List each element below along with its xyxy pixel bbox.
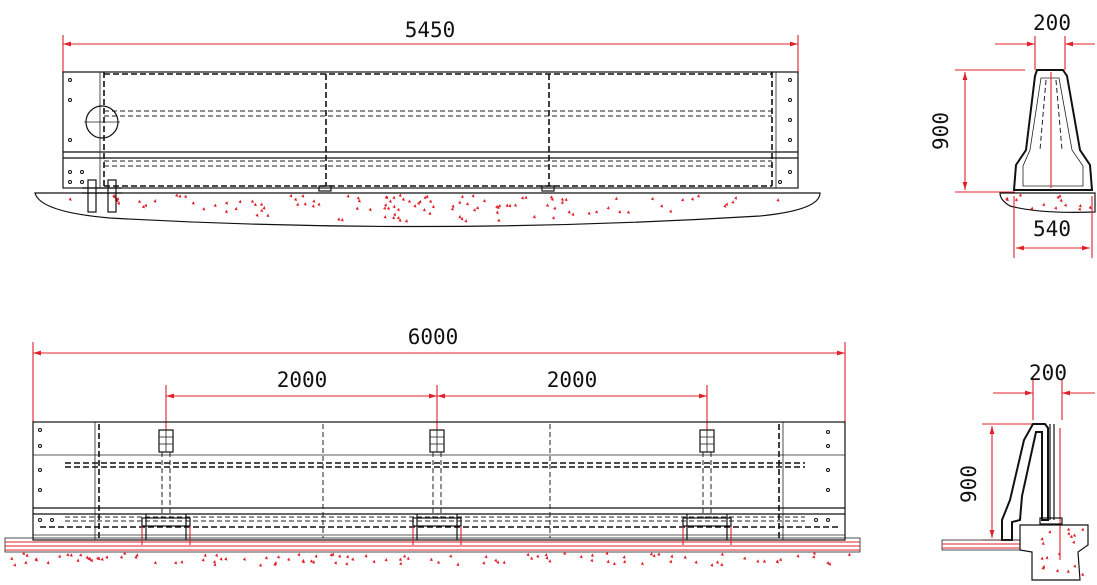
bottom-elevation-view: 6000 2000 2000: [4, 325, 861, 567]
top-section-base-dimension: 540: [1013, 196, 1093, 258]
top-section-height-dimension: 900: [929, 69, 1025, 193]
top-length-dimension: 5450: [62, 18, 799, 72]
top-length-label: 5450: [405, 18, 456, 42]
bottom-barrier-body: [32, 421, 846, 545]
bottom-section-foundation: [941, 524, 1089, 581]
bottom-foundation: [4, 537, 861, 567]
bottom-spacing-dimensions: 2000 2000: [165, 368, 708, 430]
top-section-profile: [1012, 69, 1094, 191]
top-anchor-bolts: [82, 179, 122, 213]
bottom-right-spacing-label: 2000: [547, 368, 598, 392]
top-left-bolt-holes: [68, 78, 84, 184]
bottom-right-bolt-holes: [814, 430, 830, 522]
top-section-top-width-label: 200: [1033, 11, 1071, 35]
bottom-section-height-dimension: 900: [957, 423, 1035, 541]
top-barrier-body: [62, 71, 799, 192]
top-section-view: 200 900 540: [929, 11, 1096, 258]
bottom-section-width-dimension: 200: [993, 361, 1095, 420]
bottom-left-spacing-label: 2000: [277, 368, 328, 392]
top-elevation-view: 5450: [34, 18, 821, 228]
bottom-length-dimension: 6000: [32, 325, 846, 422]
top-section-width-dimension: 200: [995, 11, 1095, 70]
bottom-length-label: 6000: [408, 325, 459, 349]
bottom-section-top-width-label: 200: [1029, 361, 1067, 385]
bottom-section-height-label: 900: [957, 465, 981, 503]
bottom-section-view: 200 900: [941, 361, 1095, 581]
top-foundation: [34, 192, 821, 228]
top-section-height-label: 900: [929, 112, 953, 150]
bottom-left-bolt-holes: [38, 428, 54, 522]
top-right-bolt-holes: [778, 78, 792, 184]
top-section-foundation: [999, 192, 1096, 213]
bottom-section-base-plate: [1039, 517, 1063, 525]
bottom-section-profile: [1001, 423, 1063, 560]
top-section-base-width-label: 540: [1033, 217, 1071, 241]
